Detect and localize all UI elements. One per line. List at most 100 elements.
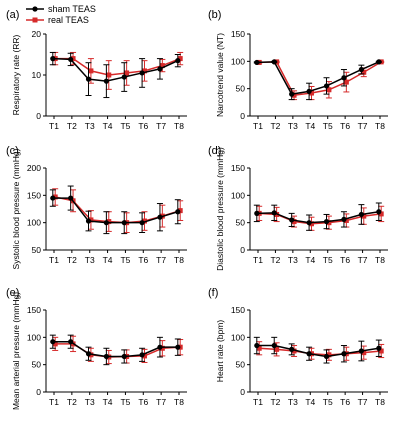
panel-label: (b): [208, 9, 221, 21]
data-point: [50, 339, 56, 345]
panel-d: (d)Diastolic blood pressure (mmHg) 0 50 100…: [208, 145, 388, 271]
series-real: [256, 205, 385, 231]
y-tick-label: 100: [231, 56, 245, 66]
x-tick-label: T1: [253, 121, 263, 131]
x-tick-label: T4: [103, 255, 113, 265]
data-point: [361, 350, 367, 356]
x-tick-label: T6: [340, 397, 350, 407]
y-tick-label: 50: [32, 360, 42, 370]
x-tick-label: T2: [67, 255, 77, 265]
data-point: [121, 220, 127, 226]
x-tick-label: T3: [288, 121, 298, 131]
data-point: [341, 216, 347, 222]
data-point: [139, 220, 145, 226]
x-tick-label: T5: [323, 255, 333, 265]
y-tick-label: 20: [32, 29, 42, 39]
legend-label-sham: sham TEAS: [48, 4, 96, 14]
x-tick-label: T8: [375, 121, 385, 131]
data-point: [52, 194, 58, 200]
panel-a: (a) Respiratory rate (RR) 0 10 20 T1 T2 T3 T4 T5 T…: [6, 9, 187, 131]
series-sham: [49, 334, 181, 366]
x-tick-label: T3: [288, 255, 298, 265]
data-point: [326, 352, 332, 358]
x-tick-label: T6: [138, 397, 148, 407]
y-tick-label: 150: [231, 305, 245, 315]
x-tick-label: T3: [85, 397, 95, 407]
x-tick-label: T3: [288, 397, 298, 407]
y-axis-label: Respiratory rate (RR): [11, 34, 21, 115]
data-point: [103, 353, 109, 360]
data-point: [323, 218, 330, 225]
data-point: [157, 344, 163, 350]
x-tick-label: T1: [49, 397, 59, 407]
data-point: [341, 75, 347, 81]
data-point: [175, 209, 181, 215]
data-point: [361, 213, 367, 219]
x-tick-label: T4: [305, 121, 315, 131]
data-point: [326, 87, 332, 93]
data-point: [103, 220, 109, 226]
data-point: [289, 346, 295, 352]
x-tick-label: T7: [156, 121, 166, 131]
data-point: [323, 353, 330, 360]
x-tick-label: T2: [270, 121, 280, 131]
x-tick-label: T1: [253, 397, 263, 407]
data-point: [85, 76, 92, 82]
x-tick-label: T1: [49, 121, 59, 131]
x-tick-label: T3: [85, 121, 95, 131]
y-axis-label: Systolic blood pressure (mmHg): [11, 148, 21, 269]
x-tick-label: T8: [174, 397, 184, 407]
y-axis-label: Diastolic blood pressure (mmHg): [215, 147, 225, 271]
data-point: [50, 56, 56, 62]
x-tick-label: T7: [358, 397, 368, 407]
x-tick-label: T8: [174, 121, 184, 131]
y-tick-label: 0: [36, 111, 41, 121]
panel-f: (f) Heart rate (bpm) 0 50 100 150 T1 T2 T3 T4 T5 T6…: [208, 287, 388, 407]
data-point: [68, 56, 74, 63]
x-tick-label: T7: [358, 121, 368, 131]
legend-label-real: real TEAS: [48, 15, 89, 25]
panel-label: (c): [6, 145, 19, 157]
series-line: [256, 210, 379, 224]
series-line: [52, 340, 178, 358]
y-tick-label: 50: [236, 360, 246, 370]
x-tick-label: T4: [103, 121, 113, 131]
data-point: [159, 345, 165, 351]
data-point: [254, 210, 260, 216]
panel-label: (d): [208, 145, 221, 157]
legend: sham TEAS real TEAS: [26, 4, 96, 25]
data-point: [271, 210, 277, 216]
x-tick-label: T8: [375, 397, 385, 407]
y-tick-label: 150: [27, 190, 41, 200]
data-point: [306, 220, 312, 226]
data-point: [88, 217, 94, 223]
data-point: [326, 220, 332, 226]
data-point: [157, 214, 163, 220]
y-tick-label: 0: [36, 387, 41, 397]
x-tick-label: T1: [253, 255, 263, 265]
x-tick-label: T5: [120, 397, 130, 407]
x-tick-label: T5: [120, 121, 130, 131]
y-axis-label: Narcotrend value (NT): [215, 33, 225, 117]
data-point: [159, 63, 165, 69]
data-point: [291, 219, 297, 225]
data-point: [85, 218, 92, 224]
y-tick-label: 100: [231, 332, 245, 342]
data-point: [121, 353, 127, 360]
y-tick-label: 0: [240, 245, 245, 255]
y-tick-label: 50: [236, 218, 246, 228]
series-sham: [253, 59, 382, 101]
data-point: [254, 59, 260, 66]
panel-b: (b) Narcotrend value (NT) 0 50 100 150 T1 T2 T3 T…: [208, 9, 388, 131]
data-point: [361, 69, 367, 75]
data-point: [103, 78, 109, 84]
y-tick-label: 10: [32, 70, 42, 80]
x-tick-label: T4: [103, 397, 113, 407]
data-point: [358, 66, 364, 73]
data-point: [106, 219, 112, 225]
data-point: [291, 92, 297, 98]
x-tick-label: T7: [358, 255, 368, 265]
data-point: [157, 66, 163, 72]
x-tick-label: T5: [323, 121, 333, 131]
